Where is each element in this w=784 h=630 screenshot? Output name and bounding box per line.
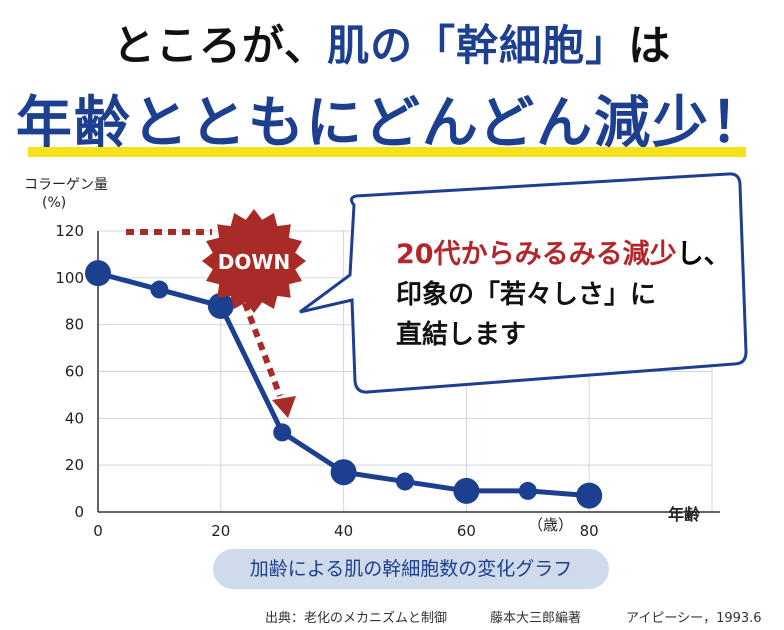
y-tick-label: 80 bbox=[65, 316, 84, 334]
source-title: 出典：老化のメカニズムと制御 bbox=[265, 611, 448, 626]
down-arrow bbox=[126, 229, 296, 418]
x-tick-labels: 0 20 40 60 80 bbox=[93, 522, 599, 540]
chart-series bbox=[85, 260, 603, 509]
data-point bbox=[576, 482, 603, 509]
data-point bbox=[150, 280, 169, 299]
x-axis-label: 年齢 bbox=[668, 505, 701, 524]
x-tick-label: 80 bbox=[580, 522, 599, 540]
x-axis-unit: （歳） bbox=[528, 516, 573, 534]
data-point bbox=[85, 260, 111, 287]
callout-line2: 印象の「若々しさ」に bbox=[396, 280, 657, 310]
headline-line1: ところが、肌の「幹細胞」は bbox=[0, 12, 784, 73]
y-axis-unit: (%) bbox=[42, 195, 66, 211]
down-badge-label: DOWN bbox=[218, 250, 290, 274]
x-tick-label: 40 bbox=[334, 522, 353, 540]
y-tick-label: 20 bbox=[65, 456, 84, 474]
y-tick-label: 0 bbox=[74, 503, 84, 521]
callout-highlight: 20代からみるみる減少 bbox=[396, 239, 677, 270]
y-tick-label: 60 bbox=[65, 363, 84, 381]
x-tick-label: 20 bbox=[211, 522, 230, 540]
data-point bbox=[273, 423, 292, 442]
down-badge: DOWN bbox=[202, 209, 306, 313]
y-tick-label: 120 bbox=[55, 222, 84, 240]
headline-line2: 年齢とともにどんどん減少！ bbox=[15, 91, 769, 156]
callout-line1: 20代からみるみる減少し、 bbox=[396, 232, 731, 271]
collagen-chart: コラーゲン量 (%) 年齢 （歳） 0 20 40 60 80 100 120 0 20 40 6… bbox=[24, 172, 748, 540]
headline-line1-b: 肌の「幹細胞」 bbox=[327, 21, 629, 70]
data-point bbox=[396, 472, 414, 491]
data-point bbox=[207, 292, 234, 319]
source-author: 藤本大三郎編著 bbox=[490, 611, 582, 626]
callout-line1-rest: し、 bbox=[676, 239, 731, 270]
data-point bbox=[518, 481, 537, 500]
source-publisher: アイピーシー，1993.6 bbox=[626, 611, 762, 626]
data-point bbox=[453, 477, 480, 504]
headline-underline bbox=[28, 147, 746, 157]
callout-bubble bbox=[299, 172, 748, 394]
y-tick-label: 40 bbox=[65, 409, 84, 427]
chart-caption: 加齢による肌の幹細胞数の変化グラフ bbox=[213, 549, 609, 589]
data-point bbox=[330, 459, 357, 486]
headline-line1-a: ところが、 bbox=[112, 21, 328, 70]
x-tick-label: 0 bbox=[93, 522, 103, 540]
y-tick-label: 100 bbox=[55, 269, 84, 287]
callout-text: 20代からみるみる減少し、 印象の「若々しさ」に 直結します bbox=[366, 198, 731, 368]
x-tick-label: 60 bbox=[457, 522, 476, 540]
y-axis-label: コラーゲン量 bbox=[24, 177, 108, 193]
headline-line1-c: は bbox=[628, 21, 672, 70]
y-tick-labels: 0 20 40 60 80 100 120 bbox=[55, 222, 84, 521]
callout-line3: 直結します bbox=[396, 320, 527, 350]
